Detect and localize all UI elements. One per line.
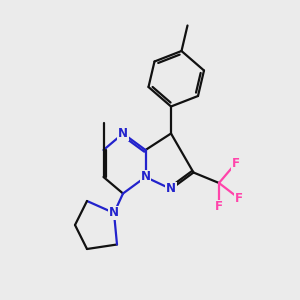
Text: N: N <box>118 127 128 140</box>
Text: F: F <box>235 191 242 205</box>
Text: N: N <box>140 170 151 184</box>
Text: N: N <box>166 182 176 196</box>
Text: F: F <box>232 157 239 170</box>
Text: F: F <box>215 200 223 214</box>
Text: N: N <box>109 206 119 220</box>
